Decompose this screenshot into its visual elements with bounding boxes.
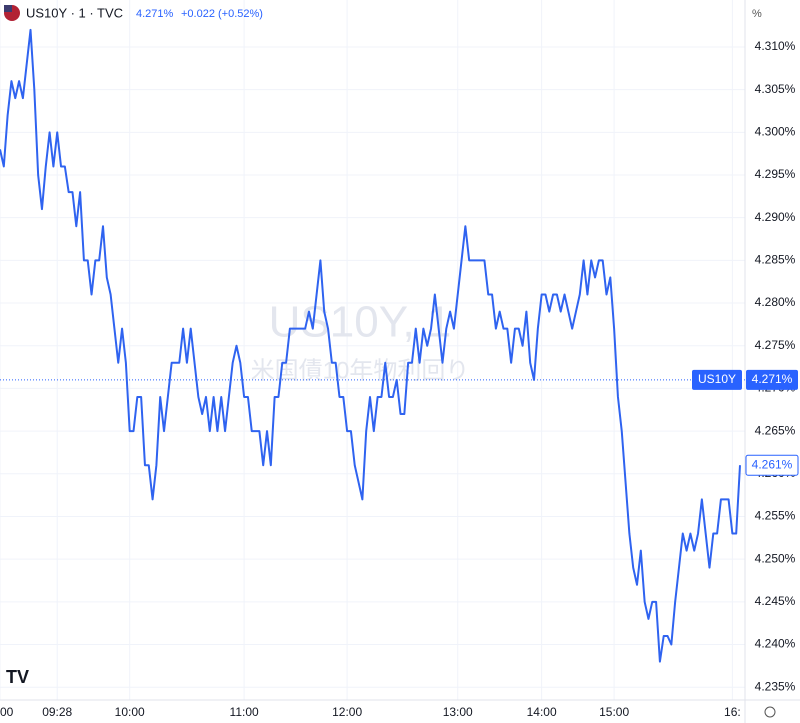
y-tick-label: 4.285% [755,253,796,267]
x-tick-label: 00 [0,705,14,719]
y-tick-label: 4.245% [755,594,796,608]
change: +0.022 (+0.52%) [181,8,263,20]
y-tick-label: 4.280% [755,295,796,309]
last-value-label: 4.261% [752,457,793,471]
y-tick-label: 4.300% [755,124,796,138]
flag-icon [4,5,12,12]
axis-unit: % [752,8,762,20]
y-tick-label: 4.295% [755,167,796,181]
x-tick-label: 15:00 [599,705,629,719]
y-tick-label: 4.275% [755,338,796,352]
y-tick-label: 4.290% [755,210,796,224]
price-line-value: 4.271% [752,372,793,386]
x-tick-label: 14:00 [527,705,557,719]
price-line-badge [692,369,742,390]
y-tick-label: 4.250% [755,551,796,565]
y-tick-label: 4.255% [755,509,796,523]
watermark: US10Y, 1 [269,298,452,347]
symbol: US10Y · 1 · TVC [26,5,123,20]
x-tick-label: 10:00 [115,705,145,719]
price: 4.271% [136,8,174,20]
y-tick-label: 4.305% [755,82,796,96]
price-series [0,28,741,663]
price-line-value-badge [746,369,798,390]
x-tick-label: 11:00 [230,705,259,719]
price-line-name: US10Y [698,372,736,386]
y-tick-label: 4.265% [755,423,796,437]
logo: TV [6,667,29,687]
x-tick-label: 16: [724,705,741,719]
y-tick-label: 4.235% [755,679,796,693]
y-tick-label: 4.310% [755,39,796,53]
y-tick-label: 4.240% [755,637,796,651]
x-tick-label: 13:00 [443,705,473,719]
settings-icon[interactable] [764,706,776,718]
last-value-badge [745,454,799,476]
x-tick-label: 09:28 [42,705,72,719]
x-tick-label: 12:00 [332,705,362,719]
